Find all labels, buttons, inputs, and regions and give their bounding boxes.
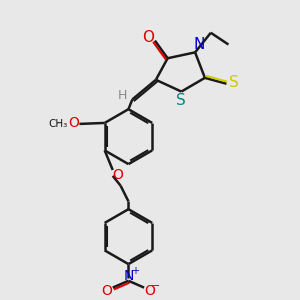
Text: H: H [118,89,127,102]
Text: −: − [151,281,160,291]
Text: N: N [123,269,134,283]
Text: O: O [112,168,123,182]
Text: O: O [101,284,112,298]
Text: S: S [176,93,186,108]
Text: O: O [142,30,154,45]
Text: S: S [230,75,239,90]
Text: O: O [68,116,79,130]
Text: +: + [131,266,139,276]
Text: methoxy: methoxy [57,122,63,124]
Text: CH₃: CH₃ [48,119,68,129]
Text: N: N [193,37,205,52]
Text: O: O [145,284,155,298]
